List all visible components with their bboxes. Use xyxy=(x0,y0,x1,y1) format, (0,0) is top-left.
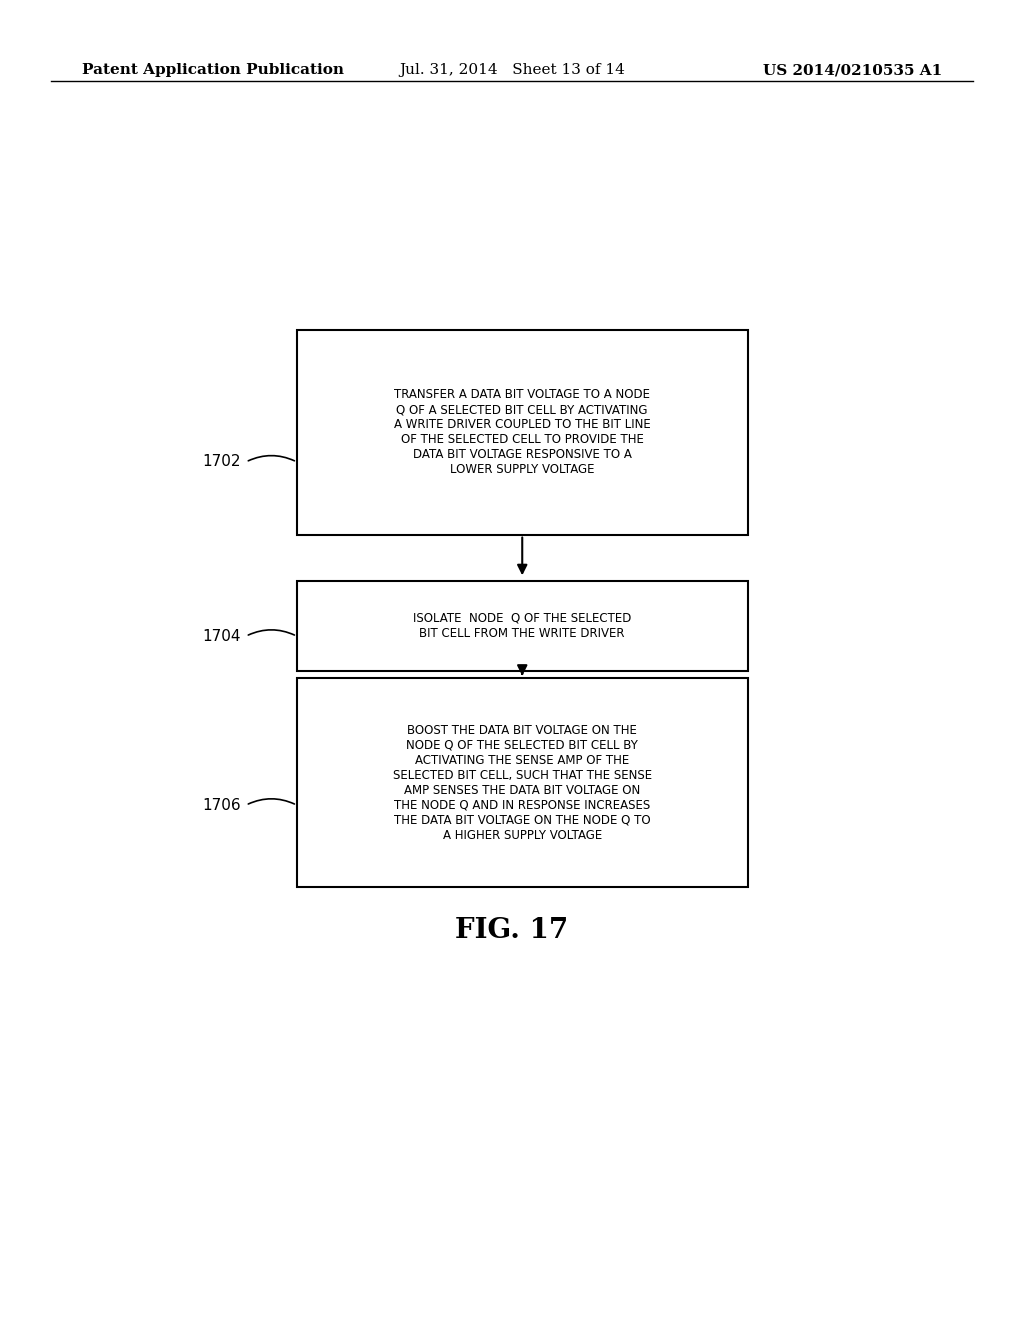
Text: Patent Application Publication: Patent Application Publication xyxy=(82,63,344,78)
Text: Jul. 31, 2014   Sheet 13 of 14: Jul. 31, 2014 Sheet 13 of 14 xyxy=(399,63,625,78)
Text: US 2014/0210535 A1: US 2014/0210535 A1 xyxy=(763,63,942,78)
Text: 1702: 1702 xyxy=(202,454,241,470)
FancyBboxPatch shape xyxy=(297,581,748,671)
FancyBboxPatch shape xyxy=(297,678,748,887)
Text: ISOLATE  NODE  Q OF THE SELECTED
BIT CELL FROM THE WRITE DRIVER: ISOLATE NODE Q OF THE SELECTED BIT CELL … xyxy=(413,611,632,640)
Text: 1704: 1704 xyxy=(202,628,241,644)
FancyBboxPatch shape xyxy=(297,330,748,535)
Text: TRANSFER A DATA BIT VOLTAGE TO A NODE
Q OF A SELECTED BIT CELL BY ACTIVATING
A W: TRANSFER A DATA BIT VOLTAGE TO A NODE Q … xyxy=(394,388,650,477)
Text: BOOST THE DATA BIT VOLTAGE ON THE
NODE Q OF THE SELECTED BIT CELL BY
ACTIVATING : BOOST THE DATA BIT VOLTAGE ON THE NODE Q… xyxy=(392,723,652,842)
Text: FIG. 17: FIG. 17 xyxy=(456,917,568,944)
Text: 1706: 1706 xyxy=(202,797,241,813)
